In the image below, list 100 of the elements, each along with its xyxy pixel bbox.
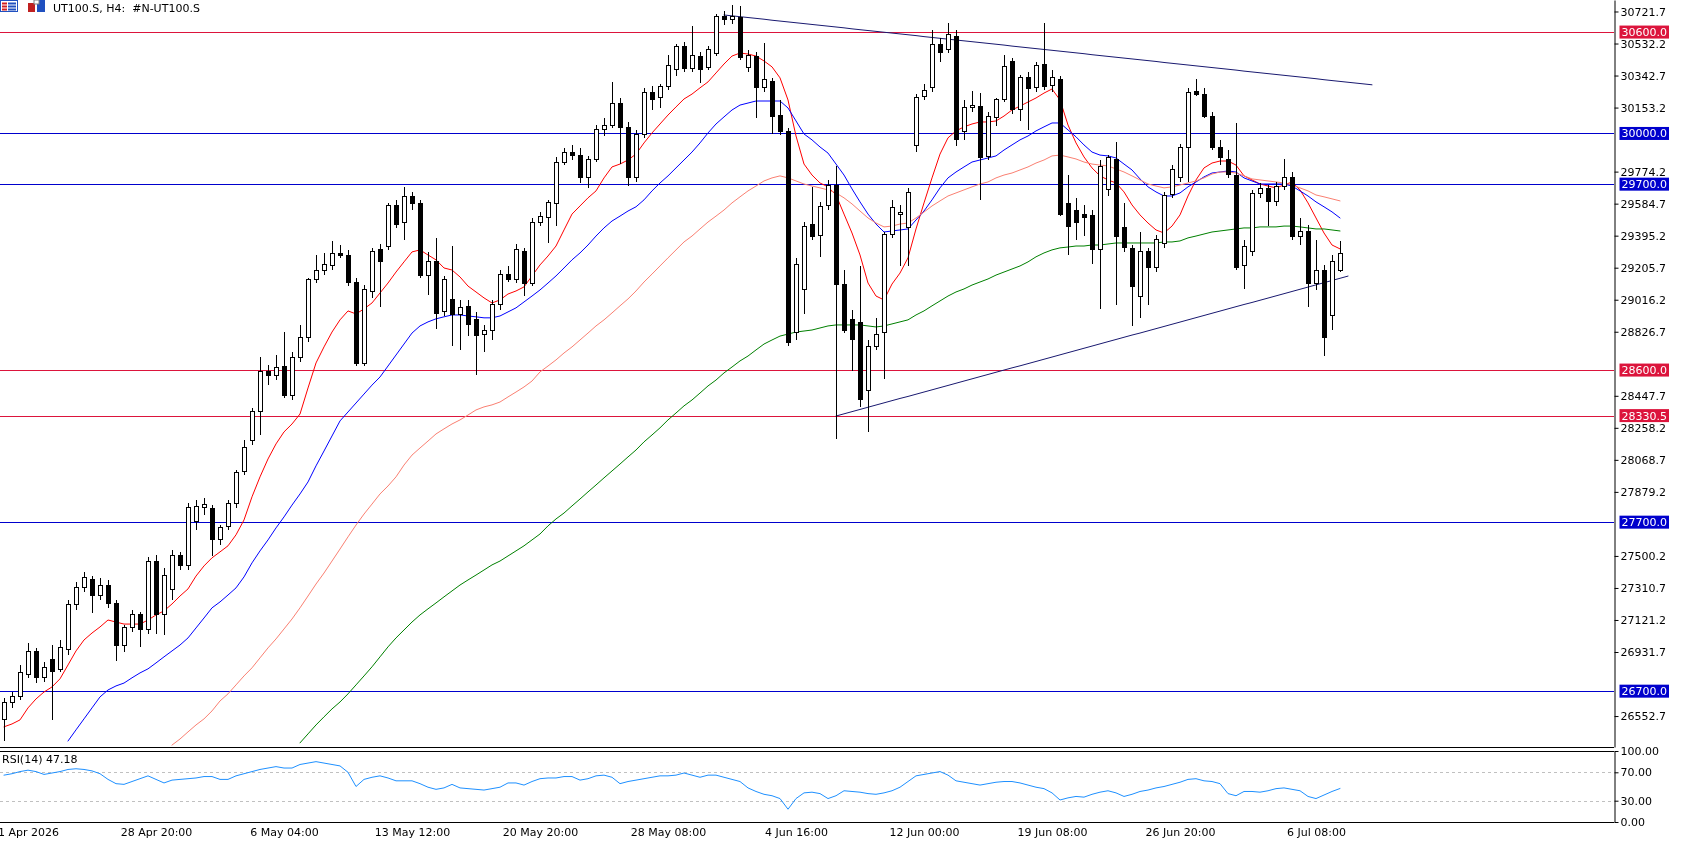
x-tick-label: 4 Jun 16:00 <box>765 825 828 839</box>
candlestick <box>378 243 383 308</box>
candlestick <box>986 111 991 161</box>
candlestick <box>1162 191 1167 249</box>
candlestick <box>538 211 543 227</box>
candlestick <box>1282 158 1287 191</box>
candlestick <box>34 647 39 684</box>
candlestick <box>826 179 831 211</box>
candlestick <box>1058 75 1063 217</box>
candlestick <box>1242 239 1247 290</box>
candlestick <box>778 99 783 136</box>
y-tick-label: 29584.7 <box>1620 197 1666 211</box>
candlestick <box>218 524 223 546</box>
candlestick <box>458 299 463 351</box>
line-series <box>835 275 1349 417</box>
candlestick <box>858 265 863 408</box>
candlestick <box>1322 264 1327 357</box>
candlestick <box>882 231 887 380</box>
candlestick <box>498 269 503 311</box>
x-tick-label: 19 Jun 08:00 <box>1017 825 1088 839</box>
candlestick <box>650 85 655 111</box>
candlestick <box>1106 154 1111 197</box>
candlestick <box>554 156 559 227</box>
ref-line-label: 30600.0 <box>1621 26 1667 40</box>
candlestick <box>834 165 839 440</box>
candlestick <box>346 249 351 287</box>
candlestick <box>850 309 855 372</box>
candlestick <box>74 581 79 611</box>
candlestick <box>282 331 287 399</box>
candlestick <box>938 37 943 63</box>
candlestick <box>18 664 23 701</box>
candlestick <box>1122 202 1127 253</box>
candlestick <box>26 642 31 679</box>
candlestick <box>1274 181 1279 207</box>
y-tick-label: 28068.7 <box>1620 453 1666 467</box>
candlestick <box>394 199 399 229</box>
candlestick <box>578 147 583 184</box>
candlestick <box>466 299 471 337</box>
candlestick <box>298 324 303 363</box>
line-series <box>171 154 1341 746</box>
candlestick <box>1178 143 1183 183</box>
y-tick-label: 29395.2 <box>1620 229 1666 243</box>
candlestick <box>930 29 935 93</box>
candlestick <box>874 317 879 351</box>
candlestick <box>442 275 447 317</box>
candlestick <box>122 624 127 653</box>
candlestick <box>330 240 335 271</box>
candlestick <box>770 77 775 135</box>
candlestick <box>994 97 999 127</box>
candlestick <box>1138 231 1143 319</box>
candlestick <box>954 29 959 147</box>
candlestick <box>594 124 599 163</box>
candlestick <box>290 351 295 401</box>
candlestick <box>714 13 719 57</box>
y-tick-label: 28826.7 <box>1620 325 1666 339</box>
candlestick <box>1010 57 1015 115</box>
line-series <box>723 14 1373 86</box>
candlestick <box>154 554 159 635</box>
candlestick <box>250 407 255 446</box>
candlestick <box>194 499 199 531</box>
candlestick <box>730 4 735 25</box>
candlestick <box>570 144 575 161</box>
y-tick-label: 27500.2 <box>1620 549 1666 563</box>
y-tick-label: 30721.7 <box>1620 5 1666 19</box>
candlestick <box>114 599 119 662</box>
x-tick-label: 26 Jun 20:00 <box>1145 825 1216 839</box>
candlestick <box>1258 182 1263 199</box>
candlestick <box>946 22 951 54</box>
candlestick <box>978 92 983 201</box>
ref-line-label: 28330.5 <box>1621 409 1667 423</box>
candlestick <box>226 499 231 531</box>
candlestick <box>626 121 631 187</box>
y-tick-label: 30.00 <box>1620 794 1652 808</box>
y-tick-label: 0.00 <box>1620 816 1645 830</box>
candlestick <box>1226 149 1231 179</box>
candlestick <box>1314 239 1319 291</box>
candlestick <box>898 204 903 267</box>
candlestick <box>1290 171 1295 241</box>
candlestick <box>706 45 711 71</box>
x-tick-label: 6 May 04:00 <box>250 825 319 839</box>
candlestick <box>258 356 263 436</box>
candlestick <box>786 127 791 347</box>
ref-line-label: 29700.0 <box>1621 178 1667 192</box>
candlestick <box>1146 247 1151 306</box>
candlestick <box>1074 197 1079 241</box>
candlestick <box>586 155 591 189</box>
y-tick-label: 26931.7 <box>1620 646 1666 660</box>
y-tick-label: 27879.2 <box>1620 485 1666 499</box>
candlestick <box>1130 244 1135 327</box>
candlestick <box>682 41 687 73</box>
candlestick <box>1210 111 1215 151</box>
candlestick <box>338 244 343 259</box>
candlestick <box>314 254 319 284</box>
candlestick <box>1330 254 1335 331</box>
x-tick-label: 28 May 08:00 <box>630 825 707 839</box>
candlestick <box>426 251 431 296</box>
candlestick <box>890 199 895 239</box>
candlestick <box>762 42 767 93</box>
candlestick <box>130 609 135 633</box>
candlestick <box>530 217 535 287</box>
